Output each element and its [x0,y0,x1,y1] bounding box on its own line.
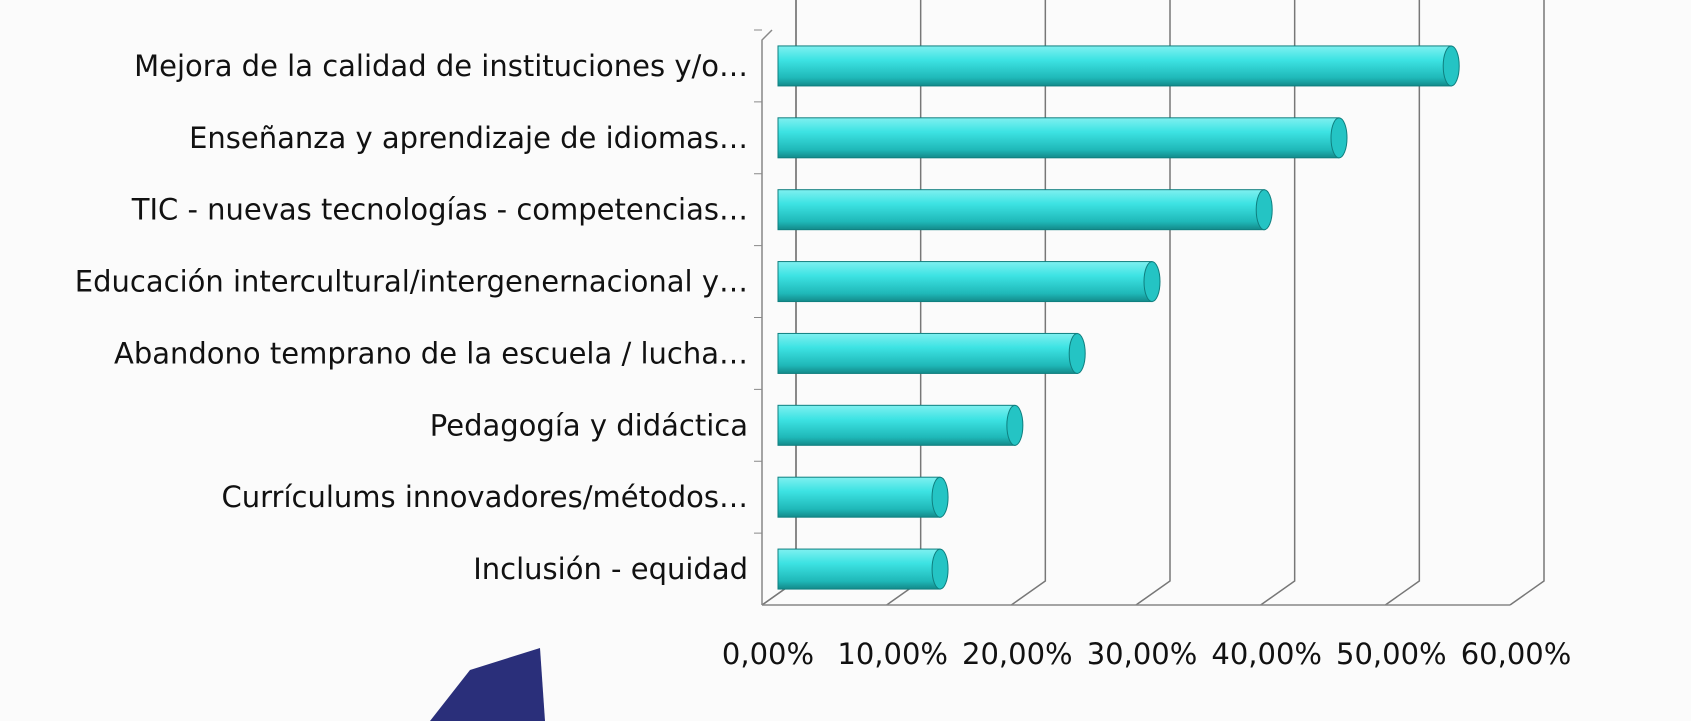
y-tick-label: Abandono temprano de la escuela / lucha… [114,336,748,370]
x-tick-label: 40,00% [1211,637,1322,671]
bar [778,477,940,517]
bar-cap [1007,405,1023,445]
y-tick-label: Mejora de la calidad de instituciones y/… [134,49,748,83]
bar [778,549,940,589]
x-tick-label: 50,00% [1336,637,1447,671]
bar [778,405,1015,445]
x-tick-label: 30,00% [1087,637,1198,671]
x-tick-label: 0,00% [722,637,814,671]
bar-cap [1256,190,1272,230]
bar-cap [932,477,948,517]
bar-cap [1144,262,1160,302]
bar-cap [1443,46,1459,86]
y-tick-label: Pedagogía y didáctica [430,408,748,442]
y-tick-label: Currículums innovadores/métodos… [222,480,748,514]
bar [778,190,1264,230]
bar [778,333,1077,373]
x-tick-label: 10,00% [837,637,948,671]
y-tick-label: TIC - nuevas tecnologías - competencias… [131,193,748,227]
bar [778,262,1152,302]
x-tick-label: 60,00% [1461,637,1572,671]
bar [778,46,1451,86]
y-tick-label: Enseñanza y aprendizaje de idiomas… [189,121,748,155]
chart: 0,00% 10,00% 20,00% 30,00% 40,00% 50,00% 60,00… [0,0,1691,721]
bar [778,118,1339,158]
y-tick-label: Educación intercultural/intergenernacion… [75,265,748,299]
y-tick-label: Inclusión - equidad [473,552,748,586]
bar-cap [1331,118,1347,158]
x-tick-label: 20,00% [962,637,1073,671]
bar-cap [932,549,948,589]
bar-cap [1069,333,1085,373]
